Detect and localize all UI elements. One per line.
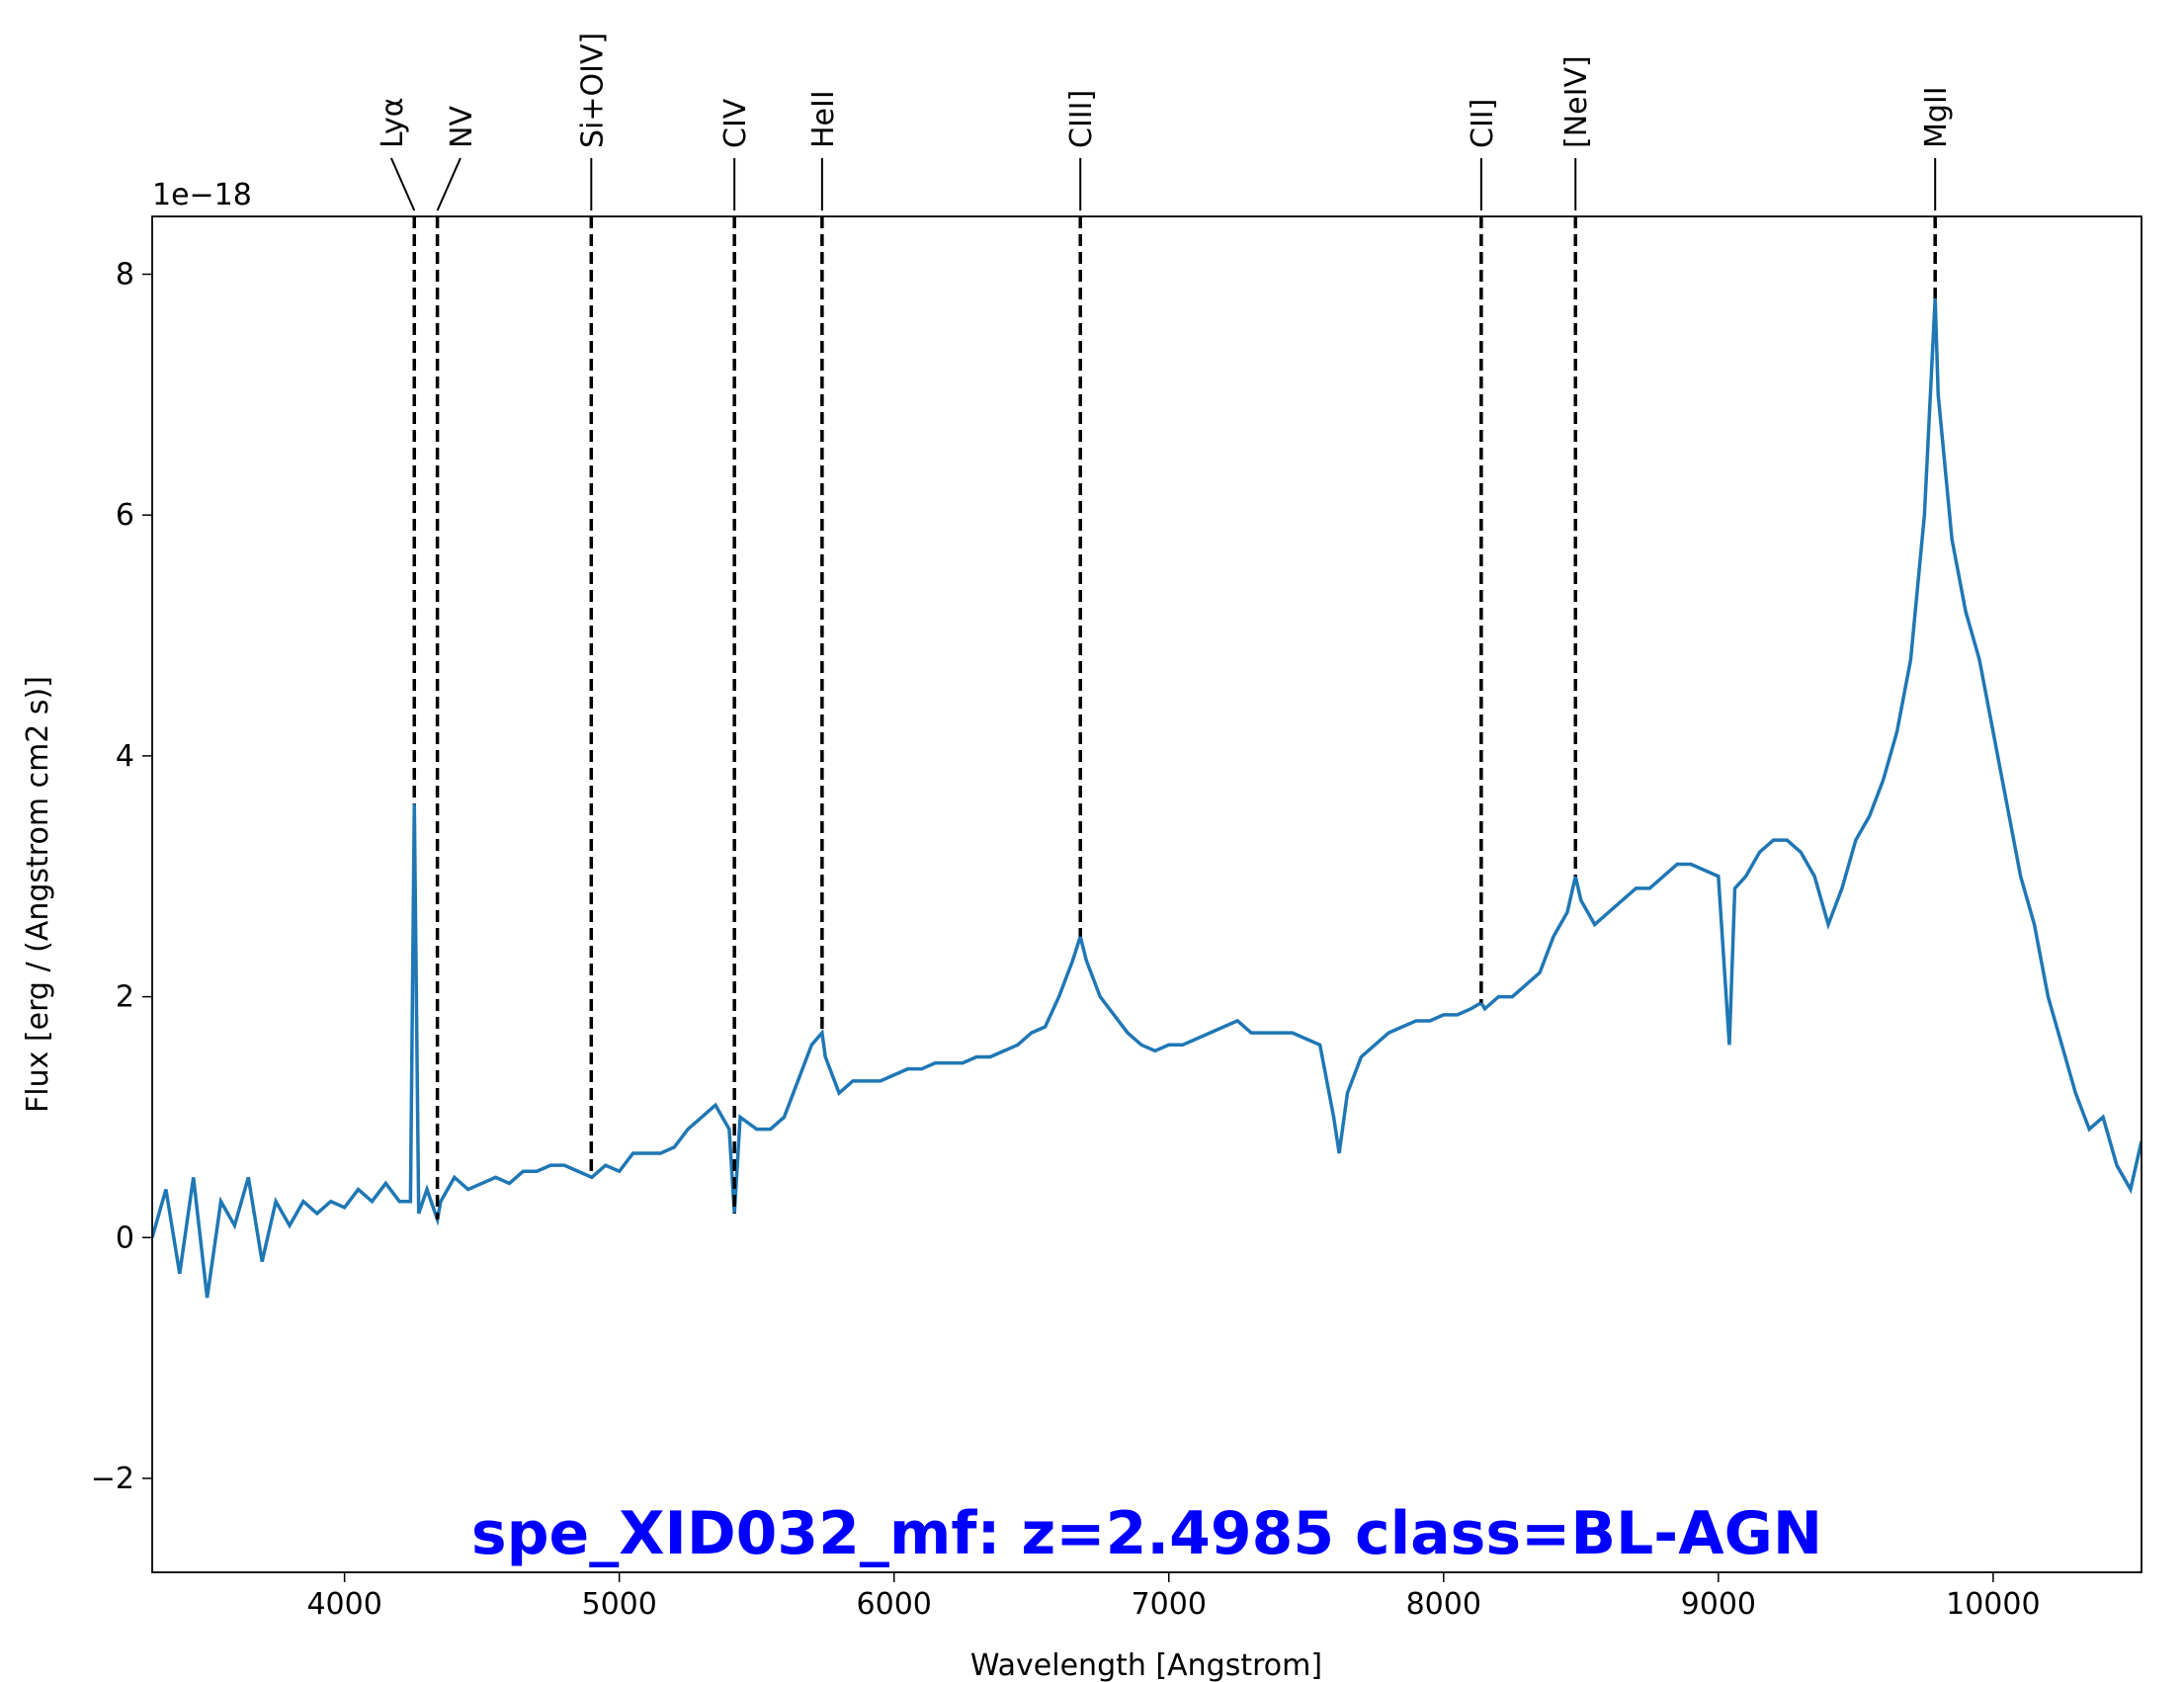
x-tick-label: 5000 [581, 1587, 656, 1622]
y-tick-label: −2 [91, 1462, 134, 1496]
y-offset-label: 1e−18 [152, 178, 252, 212]
x-axis-label: Wavelength [Angstrom] [970, 1648, 1322, 1682]
y-tick-label: 6 [116, 498, 134, 533]
emission-line-label: CIV [718, 98, 753, 148]
y-tick-label: 8 [116, 257, 134, 292]
x-tick-label: 8000 [1406, 1587, 1481, 1622]
emission-line-label: CIII] [1064, 90, 1099, 148]
x-tick-label: 4000 [306, 1587, 381, 1622]
emission-line-label: Si+OIV] [575, 33, 610, 148]
x-tick-label: 9000 [1681, 1587, 1756, 1622]
x-tick-label: 6000 [857, 1587, 932, 1622]
label-connector [436, 157, 462, 211]
y-axis-label: Flux [erg / (Angstrom cm2 s)] [21, 676, 55, 1113]
y-tick-label: 2 [116, 980, 134, 1015]
emission-line-label: HeII [806, 90, 841, 148]
spectrum-line [152, 297, 2142, 1299]
emission-line-label: CII] [1466, 99, 1500, 148]
emission-line-label: NV [445, 106, 479, 148]
plot-frame [151, 215, 2142, 1573]
y-tick-label: 0 [116, 1220, 134, 1255]
label-connector [390, 157, 416, 211]
chart-title: spe_XID032_mf: z=2.4985 class=BL-AGN [471, 1499, 1822, 1568]
x-tick-label: 10000 [1946, 1587, 2040, 1622]
emission-line-label: Lyα [376, 98, 410, 149]
y-tick-label: 4 [116, 739, 134, 774]
emission-line-label: MgII [1919, 86, 1954, 148]
emission-line-label: [NeIV] [1559, 55, 1594, 148]
x-tick-label: 7000 [1132, 1587, 1207, 1622]
